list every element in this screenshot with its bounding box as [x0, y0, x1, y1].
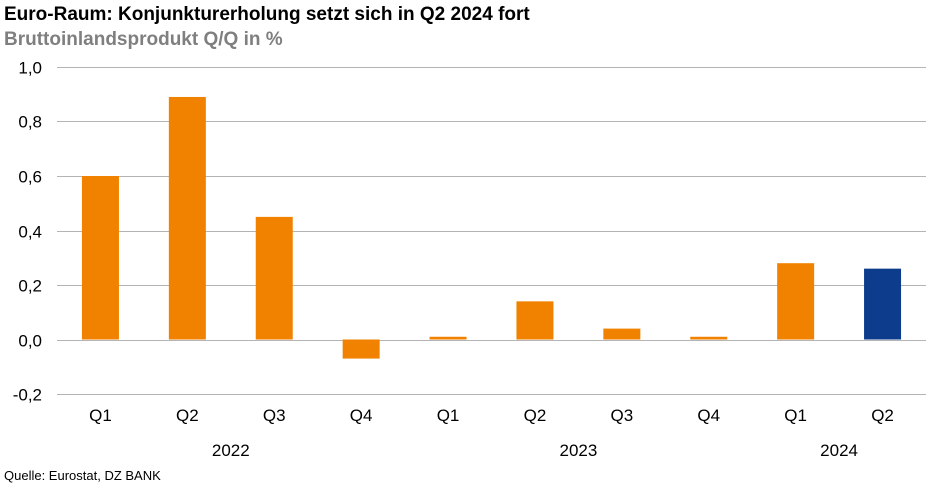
bar [864, 268, 902, 340]
y-tick-label: 0,2 [18, 277, 42, 296]
bar [690, 336, 728, 340]
bar [777, 263, 815, 340]
bars [81, 96, 902, 359]
y-tick-label: -0,2 [13, 386, 42, 405]
bar [603, 328, 641, 340]
year-group-label: 2022 [212, 441, 250, 460]
x-tick-label: Q1 [784, 406, 807, 425]
x-tick-label: Q2 [176, 406, 199, 425]
x-tick-label: Q4 [697, 406, 720, 425]
chart-title: Euro-Raum: Konjunkturerholung setzt sich… [4, 4, 530, 25]
bar [429, 336, 467, 340]
x-axis-ticks: Q1 Q2 Q3 Q4 Q1 Q2 Q3 Q4 Q1 Q2 [89, 406, 894, 425]
y-tick-label: 0,4 [18, 223, 42, 242]
y-tick-label: 0,8 [18, 113, 42, 132]
y-tick-label: 1,0 [18, 59, 42, 78]
x-tick-label: Q1 [437, 406, 460, 425]
x-tick-label: Q3 [611, 406, 634, 425]
bar [342, 339, 380, 359]
chart-subtitle: Bruttoinlandsprodukt Q/Q in % [4, 29, 283, 50]
y-axis-ticks: 1,0 0,8 0,6 0,4 0,2 0,0 -0,2 [13, 59, 42, 405]
x-tick-label: Q1 [89, 406, 112, 425]
x-tick-label: Q2 [871, 406, 894, 425]
x-tick-label: Q3 [263, 406, 286, 425]
bar [168, 96, 206, 340]
year-group-label: 2023 [559, 441, 597, 460]
y-tick-label: 0,0 [18, 332, 42, 351]
bar [81, 176, 119, 340]
y-tick-label: 0,6 [18, 168, 42, 187]
x-tick-label: Q4 [350, 406, 373, 425]
year-group-labels: 2022 2023 2024 [212, 441, 858, 460]
year-group-label: 2024 [820, 441, 858, 460]
x-tick-label: Q2 [524, 406, 547, 425]
bar [255, 216, 293, 340]
source-note: Quelle: Eurostat, DZ BANK [4, 468, 161, 483]
bar [516, 301, 554, 340]
